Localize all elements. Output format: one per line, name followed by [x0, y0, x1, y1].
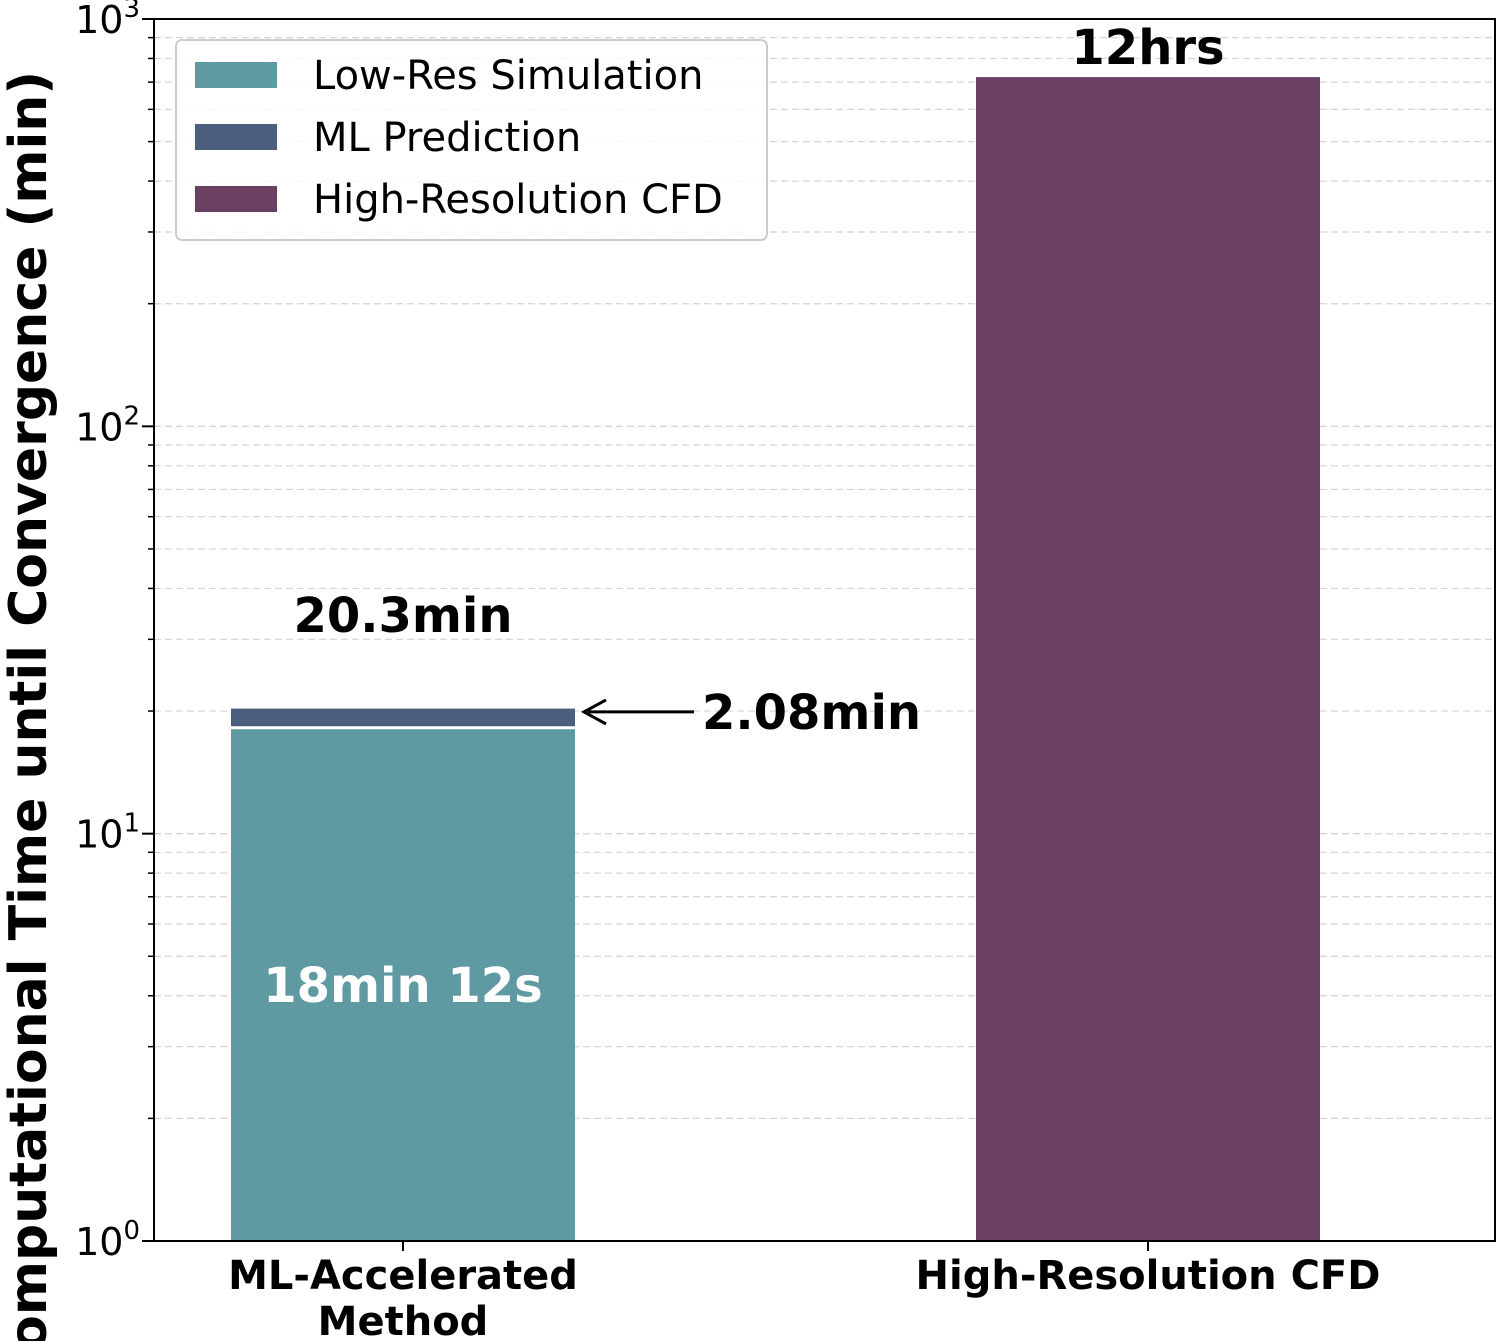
legend-label: ML Prediction [313, 115, 581, 161]
y-axis-label: Computational Time until Convergence (mi… [0, 71, 59, 1341]
y-tick-label: 101 [75, 809, 140, 857]
y-axis-ticks: 100 101 102 103 [75, 0, 154, 1264]
legend-label: High-Resolution CFD [313, 177, 723, 223]
bar-high-resolution-cfd [976, 77, 1320, 1241]
legend-swatch [195, 186, 277, 212]
legend-swatch [195, 124, 277, 150]
label-ml-prediction-time: 2.08min [702, 685, 921, 741]
y-tick-label: 103 [75, 0, 140, 42]
bar-low-res-simulation [231, 727, 575, 1241]
x-category-label: High-Resolution CFD [916, 1253, 1381, 1299]
plot-frame [153, 18, 1496, 1242]
legend-label: Low-Res Simulation [313, 53, 703, 99]
label-total-cfd-time: 12hrs [1071, 20, 1224, 76]
y-tick-label: 102 [75, 401, 140, 449]
x-category-label: ML-Accelerated [228, 1253, 578, 1299]
legend-swatch [195, 62, 277, 88]
legend: Low-Res Simulation ML Prediction High-Reso… [175, 39, 768, 241]
bars [231, 77, 1320, 1241]
x-category-label: Method [318, 1299, 489, 1341]
legend-box [175, 39, 768, 241]
arrow-head [580, 698, 607, 726]
label-total-ml-time: 20.3min [293, 588, 512, 644]
bar-ml-prediction [231, 708, 575, 728]
annotations: 18min 12s 20.3min 12hrs 2.08min [263, 20, 1224, 1014]
label-low-res-time: 18min 12s [263, 958, 543, 1014]
y-tick-label: 100 [75, 1216, 140, 1264]
